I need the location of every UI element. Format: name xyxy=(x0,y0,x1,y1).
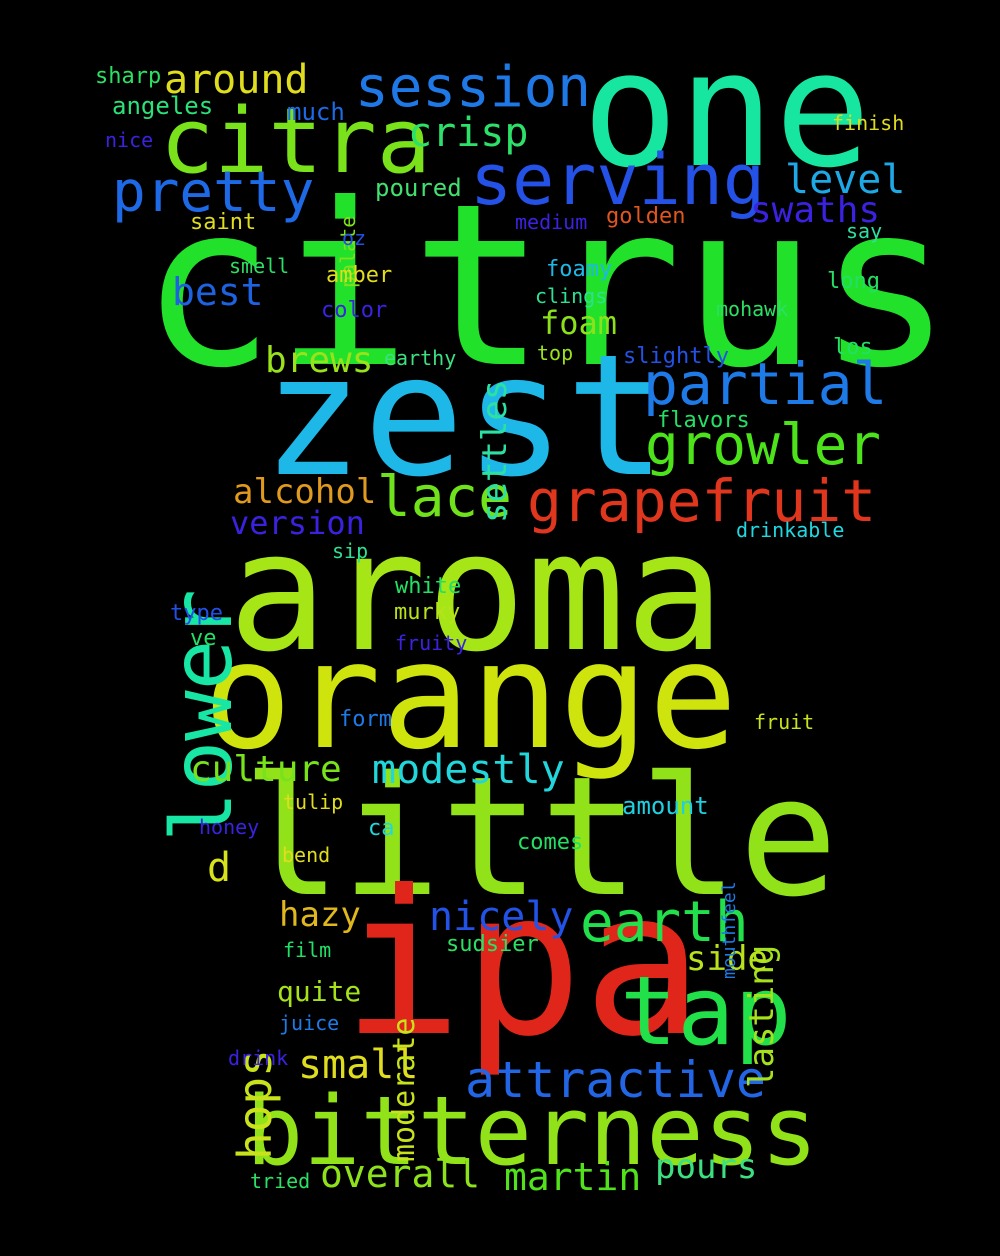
word-nice: nice xyxy=(105,128,154,152)
word-partial: partial xyxy=(643,350,888,418)
word-tried: tried xyxy=(250,1169,311,1193)
word-medium: medium xyxy=(515,210,588,234)
word-film: film xyxy=(283,938,332,962)
word-small: small xyxy=(298,1042,419,1088)
word-crisp: crisp xyxy=(408,110,529,156)
word-tap: tap xyxy=(620,957,792,1067)
word-grapefruit: grapefruit xyxy=(527,467,877,535)
word-best: best xyxy=(172,270,264,314)
word-serving: serving xyxy=(470,139,766,221)
word-smell: smell xyxy=(229,254,290,278)
word-earth: earth xyxy=(580,890,749,955)
word-hazy: hazy xyxy=(279,895,361,935)
word-settles: settles xyxy=(475,379,515,523)
word-bitterness: bitterness xyxy=(246,1077,818,1187)
word-growler: growler xyxy=(645,413,882,478)
word-golden: golden xyxy=(606,204,686,229)
word-slightly: slightly xyxy=(623,344,729,369)
word-ve: ve xyxy=(190,626,217,651)
word-earthy: earthy xyxy=(384,346,457,370)
word-d: d xyxy=(207,845,232,891)
word-around: around xyxy=(164,57,309,103)
word-moderate: moderate xyxy=(387,1017,422,1163)
word-alcohol: alcohol xyxy=(233,472,377,512)
word-los: los xyxy=(833,335,873,360)
word-amount: amount xyxy=(622,792,709,820)
word-foam: foam xyxy=(540,304,618,342)
word-mohawk: mohawk xyxy=(716,297,789,321)
word-orange: orange xyxy=(203,610,738,782)
word-say: say xyxy=(846,219,883,243)
word-clings: clings xyxy=(535,284,608,308)
word-pretty: pretty xyxy=(112,160,315,225)
word-amber: amber xyxy=(326,263,393,288)
word-version: version xyxy=(230,504,365,542)
word-white: white xyxy=(395,574,462,599)
word-nicely: nicely xyxy=(429,894,574,940)
word-murky: murky xyxy=(394,600,461,625)
word-bend: bend xyxy=(282,843,331,867)
word-juice: juice xyxy=(279,1011,340,1035)
word-attractive: attractive xyxy=(465,1051,767,1109)
word-one: one xyxy=(582,16,871,203)
word-long: long xyxy=(827,269,880,294)
word-color: color xyxy=(321,298,388,323)
word-little: little xyxy=(242,741,839,933)
word-drink: drink xyxy=(228,1046,289,1070)
word-lace: lace xyxy=(377,465,512,530)
word-saint: saint xyxy=(190,210,257,235)
word-top: top xyxy=(537,341,574,365)
word-comes: comes xyxy=(517,830,584,855)
word-citra: citra xyxy=(160,89,431,194)
word-fruit: fruit xyxy=(754,710,815,734)
word-modestly: modestly xyxy=(372,747,565,793)
word-zest: zest xyxy=(262,318,667,514)
word-mouthfeel: mouthfeel xyxy=(719,881,740,980)
word-fruity: fruity xyxy=(395,631,468,655)
word-oz: oz xyxy=(342,226,367,250)
word-foamy: foamy xyxy=(546,257,613,282)
word-tulip: tulip xyxy=(283,790,344,814)
word-session: session xyxy=(355,55,592,120)
word-sudsier: sudsier xyxy=(446,932,539,957)
word-culture: culture xyxy=(190,749,342,790)
word-martin: martin xyxy=(504,1155,642,1199)
word-sip: sip xyxy=(332,539,369,563)
word-much: much xyxy=(287,98,345,126)
word-sharp: sharp xyxy=(95,64,162,89)
word-honey: honey xyxy=(199,815,260,839)
word-drinkable: drinkable xyxy=(736,518,845,542)
word-flavors: flavors xyxy=(657,408,750,433)
word-type: type xyxy=(170,601,223,626)
word-poured: poured xyxy=(375,174,462,202)
word-overall: overall xyxy=(320,1152,481,1196)
word-ca: ca xyxy=(368,816,395,841)
word-form: form xyxy=(339,707,392,732)
word-side: side xyxy=(686,939,768,979)
word-pours: pours xyxy=(655,1147,758,1187)
word-citrus: citrus xyxy=(140,156,953,418)
word-level: level xyxy=(785,157,906,203)
word-brews: brews xyxy=(265,340,374,381)
word-ipa: ipa xyxy=(342,848,704,1081)
word-finish: finish xyxy=(832,111,905,135)
word-quite: quite xyxy=(277,975,362,1008)
word-angeles: angeles xyxy=(112,92,214,120)
word-aroma: aroma xyxy=(228,496,725,688)
word-swaths: swaths xyxy=(750,190,881,231)
